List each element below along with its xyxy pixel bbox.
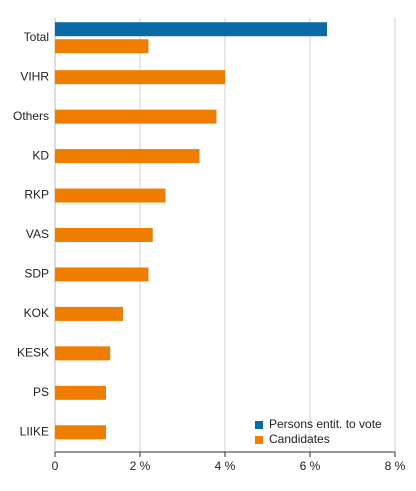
y-tick-label: RKP: [24, 188, 49, 202]
bar: [55, 39, 149, 54]
legend-swatch: [255, 436, 263, 444]
bar: [55, 188, 166, 203]
bar: [55, 267, 149, 282]
y-tick-label: Total: [24, 30, 49, 44]
x-tick-label: 2 %: [130, 459, 151, 473]
legend-label: Persons entit. to vote: [269, 417, 382, 431]
y-tick-label: SDP: [24, 267, 49, 281]
bar: [55, 385, 106, 400]
y-tick-label: Others: [13, 109, 49, 123]
y-tick-label: KESK: [17, 346, 49, 360]
bar: [55, 346, 111, 361]
x-tick-label: 8 %: [385, 459, 406, 473]
bar: [55, 306, 123, 321]
y-tick-label: LIIKE: [20, 424, 49, 438]
bar: [55, 70, 225, 85]
y-tick-label: VAS: [26, 227, 49, 241]
y-tick-label: PS: [33, 385, 49, 399]
bar: [55, 425, 106, 440]
legend-swatch: [255, 421, 263, 429]
y-tick-label: VIHR: [20, 69, 49, 83]
legend-label: Candidates: [269, 432, 330, 446]
bar: [55, 22, 327, 37]
y-tick-label: KD: [32, 148, 49, 162]
bar: [55, 109, 217, 124]
x-tick-label: 0: [52, 459, 59, 473]
x-tick-label: 6 %: [300, 459, 321, 473]
bar: [55, 228, 153, 242]
y-tick-label: KOK: [24, 306, 49, 320]
bar: [55, 149, 200, 164]
x-tick-label: 4 %: [215, 459, 236, 473]
